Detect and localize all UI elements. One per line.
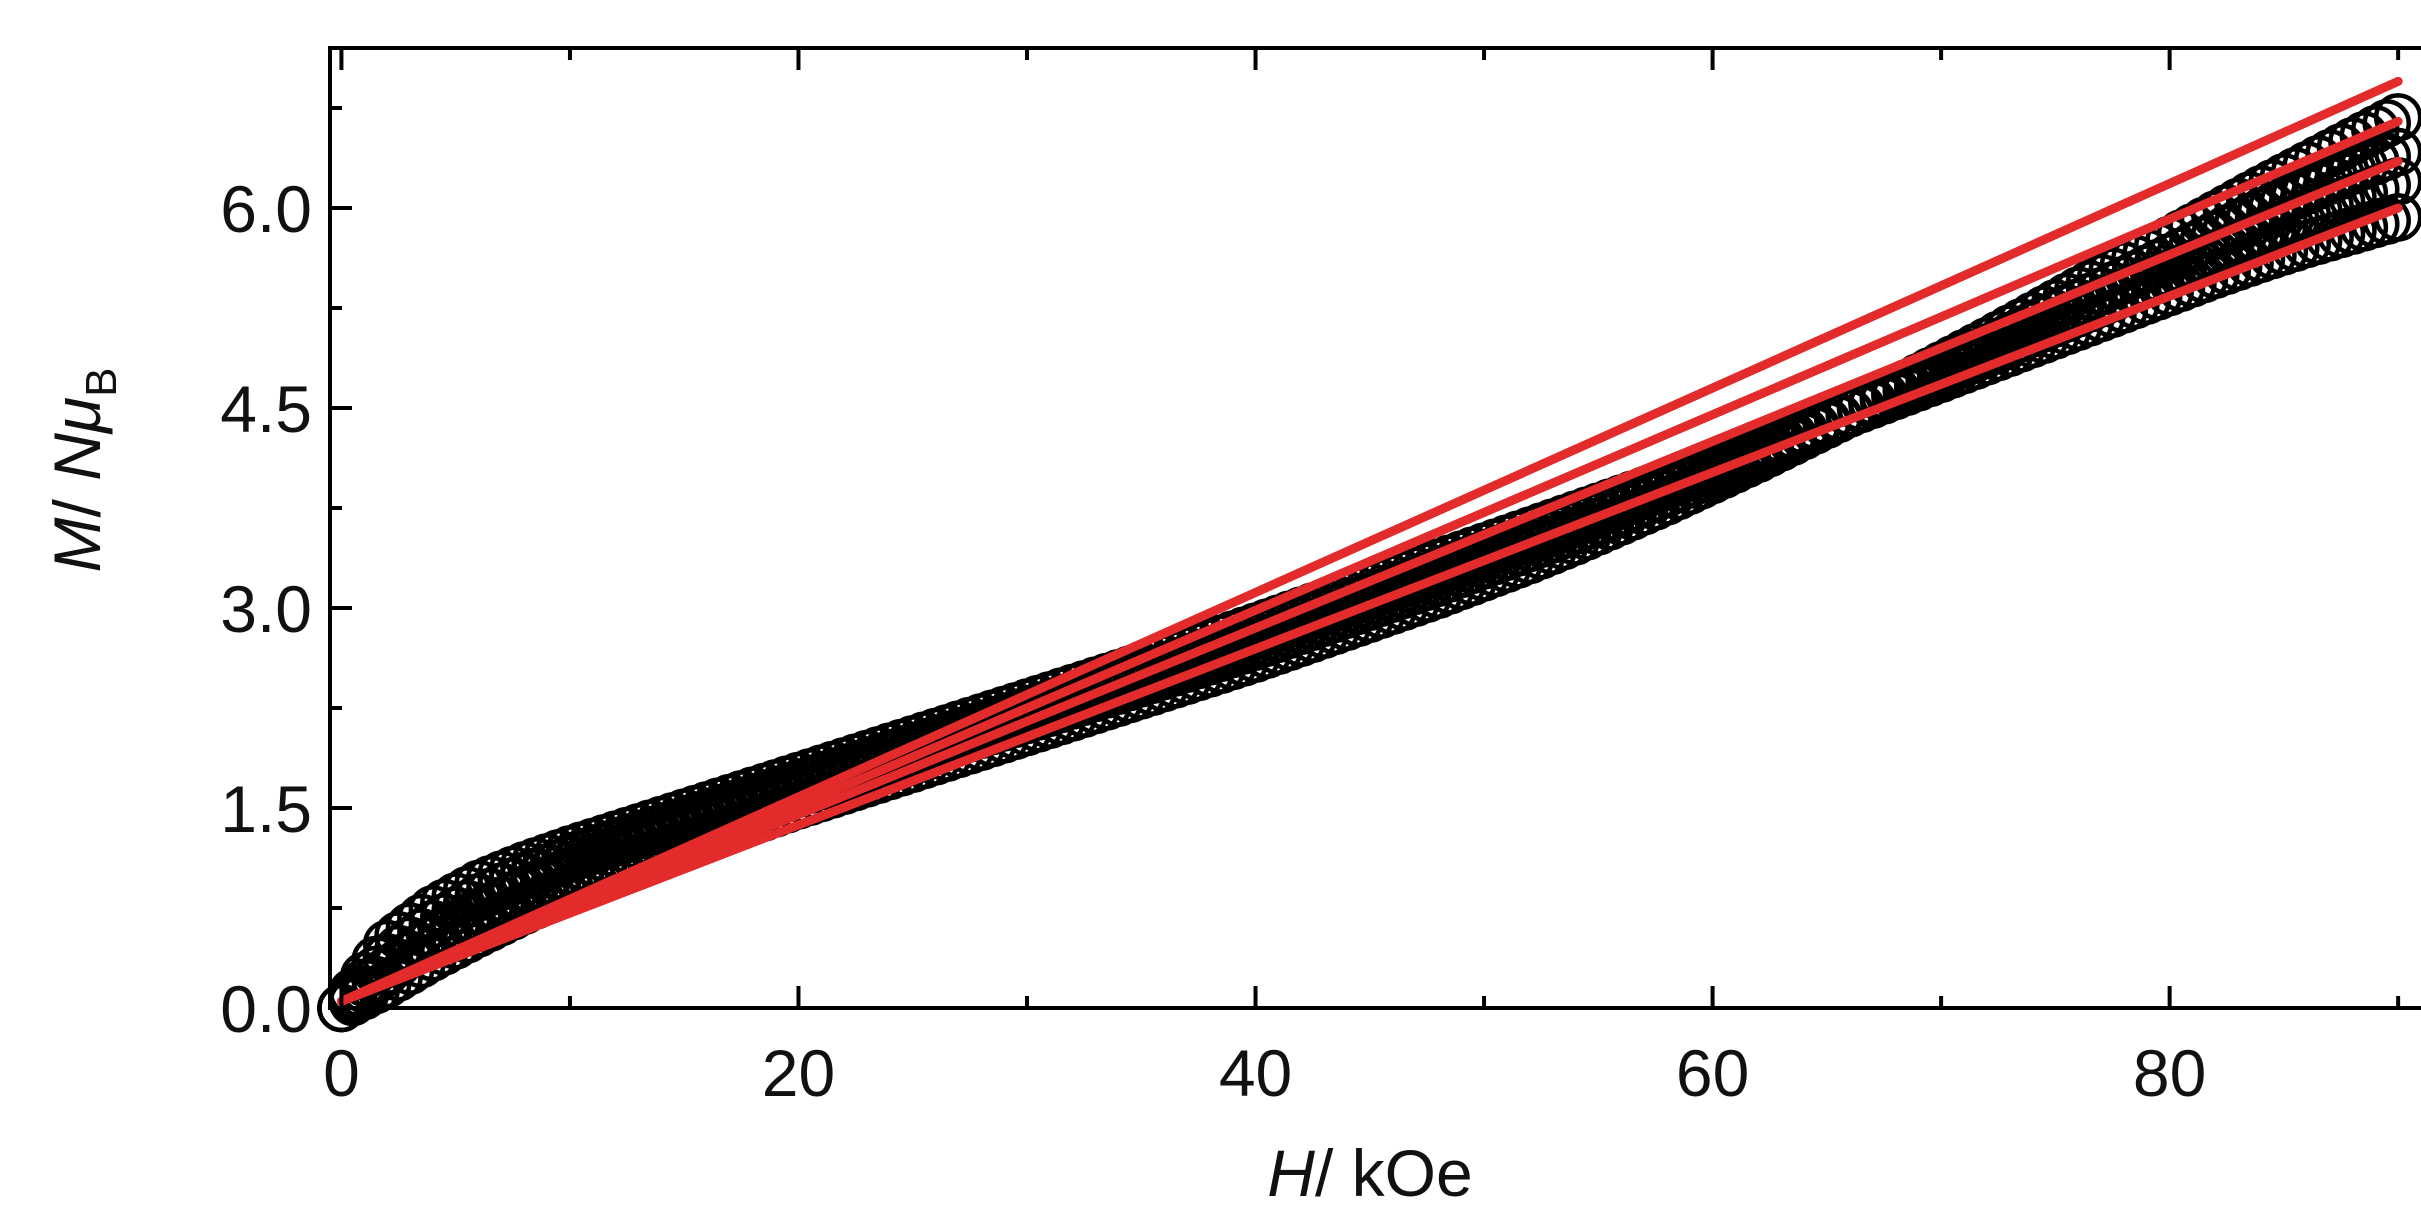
data-point [2373,93,2421,142]
y-axis-title-mu: μ [40,397,114,435]
x-tick-label: 80 [2133,1036,2206,1110]
x-tick-label: 60 [1676,1036,1749,1110]
fit-layer [336,76,2403,1006]
y-axis-title-n: N [40,433,114,481]
y-tick-label: 1.5 [220,772,312,846]
x-tick-label: 20 [762,1036,835,1110]
fit-line-4 [336,76,2403,1006]
x-axis-title-rest: / kOe [1315,1136,1473,1206]
axes-layer [328,46,2421,1010]
y-axis-title-slash: / [40,481,114,518]
fit-line-2 [336,156,2403,1006]
y-axis-title-m: M [40,517,114,572]
data-point [2351,105,2400,154]
fit-line-3 [336,116,2403,1006]
y-tick-label: 6.0 [220,172,312,246]
y-tick-label: 4.5 [220,372,312,446]
data-point [2362,99,2411,148]
tick-label-layer: 0 20 40 60 80 0.0 1.5 3.0 4.5 6.0 [220,172,2206,1110]
x-tick-label: 0 [323,1036,360,1110]
fit-line-1 [336,203,2403,1006]
x-axis-title-italic: H [1267,1136,1315,1206]
y-axis-title: M/ NμB [40,368,126,573]
x-axis-title: H/ kOe [1267,1136,1472,1206]
x-tick-label: 40 [1219,1036,1292,1110]
y-tick-label: 3.0 [220,572,312,646]
y-axis-title-subscript: B [77,368,126,397]
y-tick-label: 0.0 [220,972,312,1046]
